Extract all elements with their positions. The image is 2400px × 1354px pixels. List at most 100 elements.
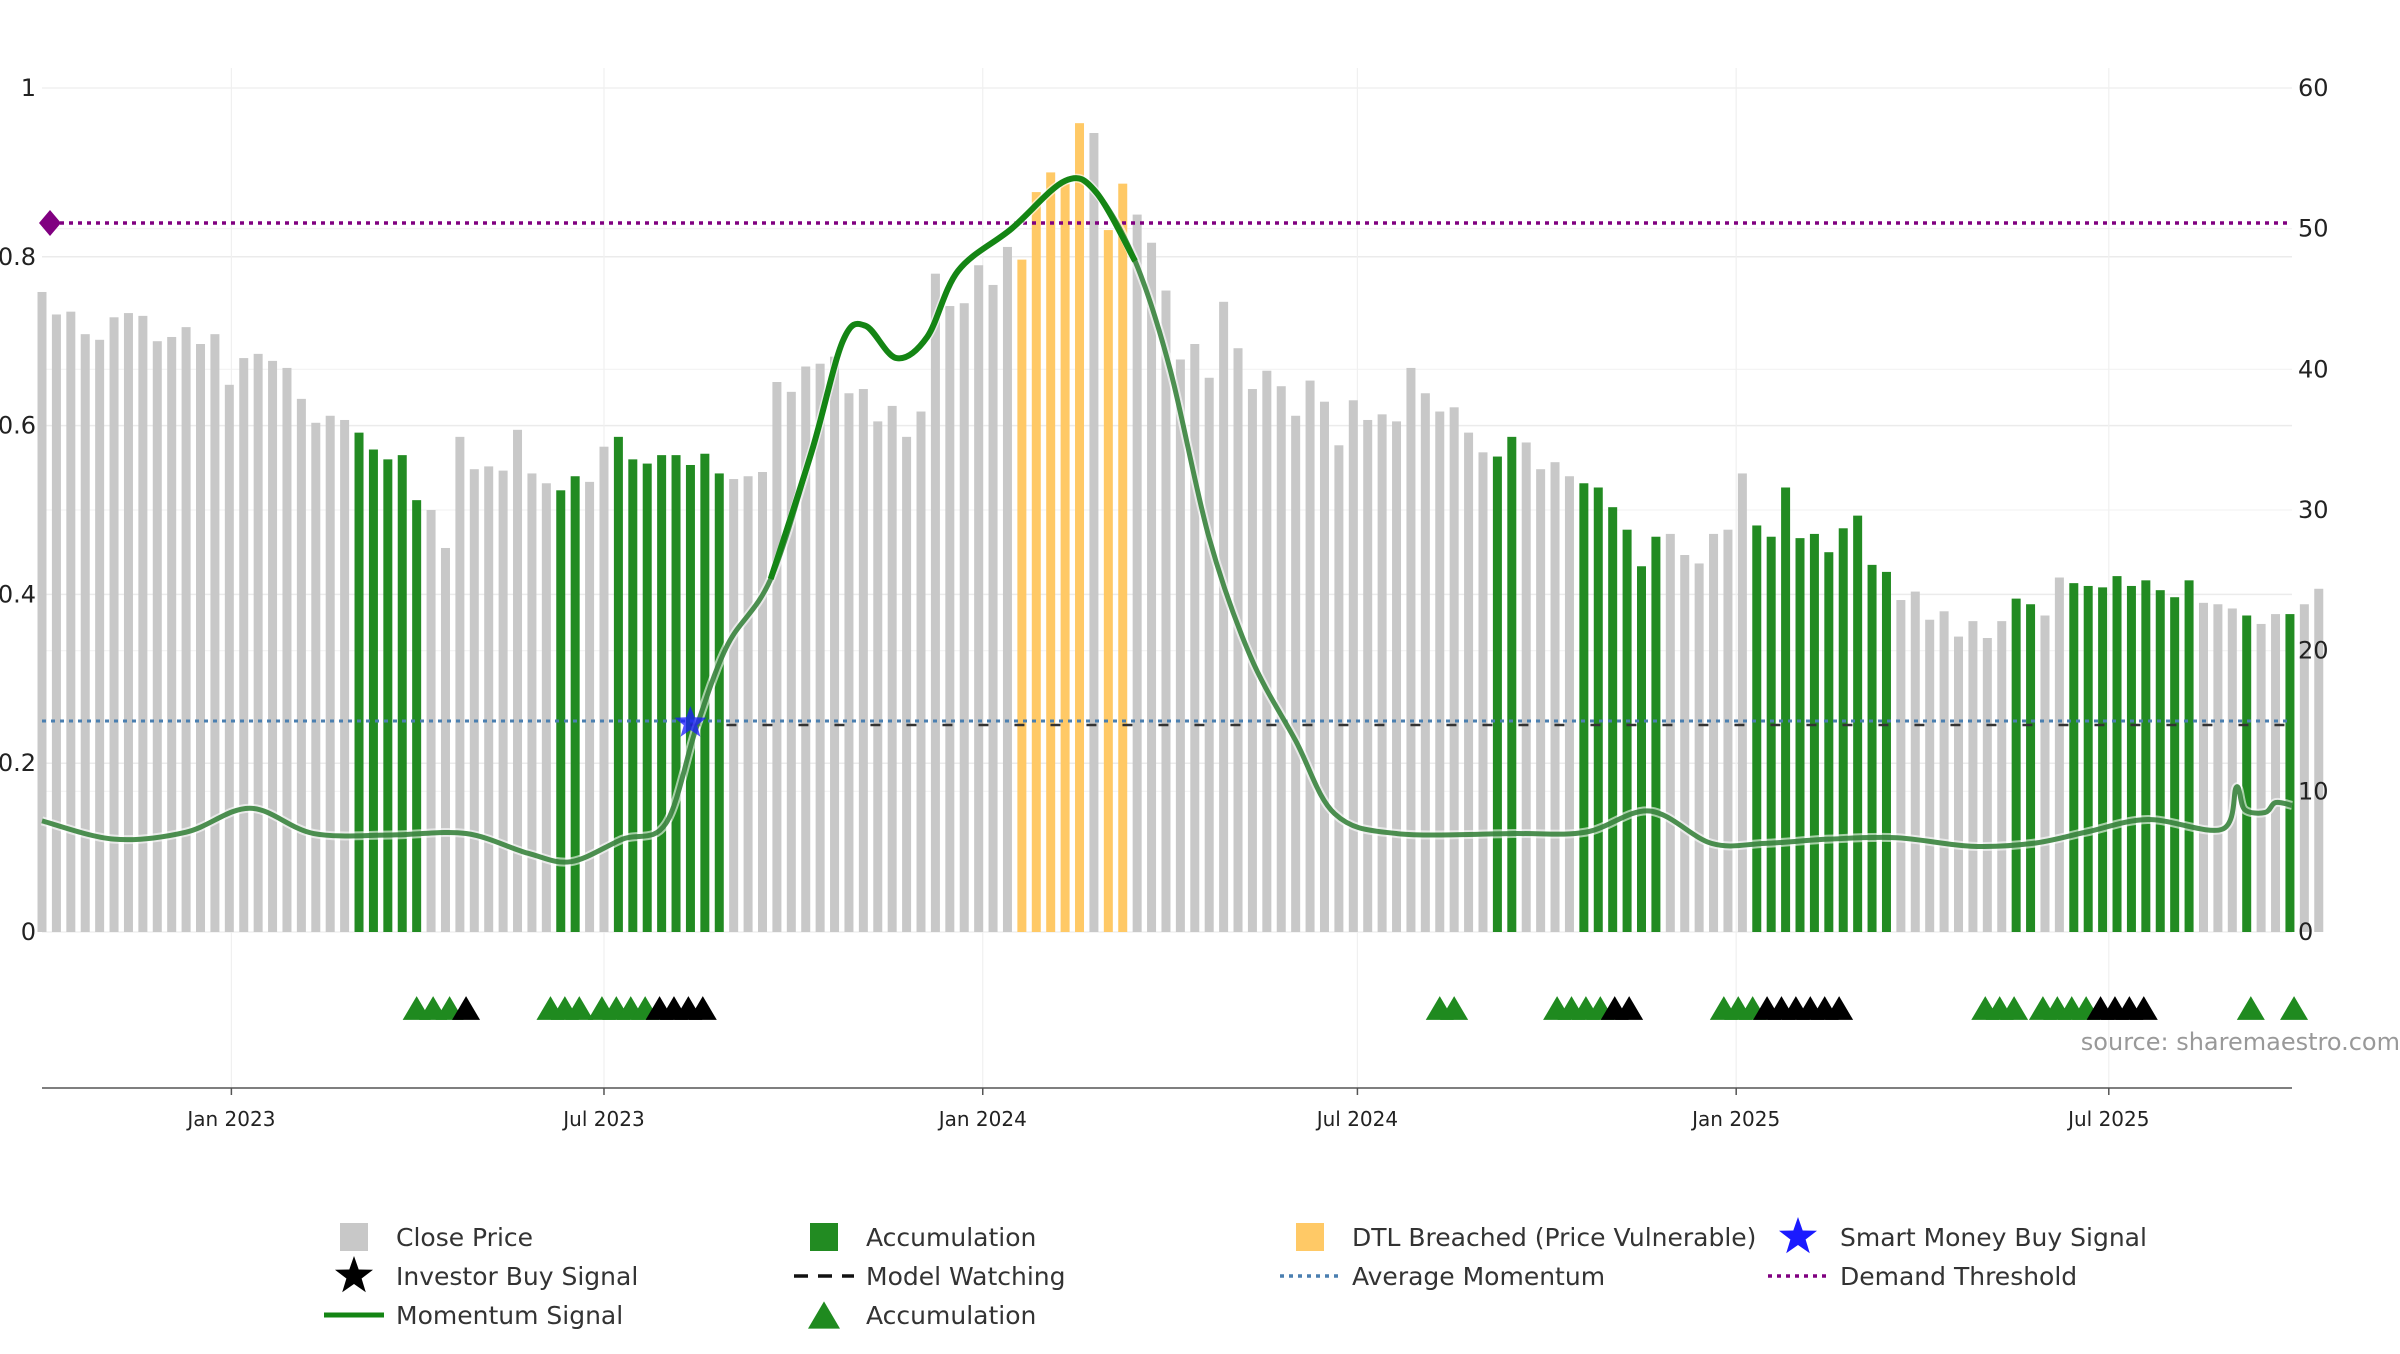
close-price-bar bbox=[224, 384, 234, 933]
close-price-bar bbox=[887, 405, 897, 932]
axes-layer: Jan 2023 Jul 2023 Jan 2024 Jul 2024 Jan 2025… bbox=[0, 74, 2329, 1131]
close-price-bar bbox=[815, 363, 825, 932]
legend-label-dtl: DTL Breached (Price Vulnerable) bbox=[1352, 1223, 1756, 1252]
accumulation-bar bbox=[2098, 587, 2108, 932]
close-price-bar bbox=[1161, 290, 1171, 932]
close-price-bar bbox=[1536, 469, 1546, 932]
close-price-bar bbox=[1175, 359, 1185, 932]
close-price-bar bbox=[1665, 533, 1675, 932]
close-price-bar bbox=[974, 265, 984, 932]
close-price-bar bbox=[1190, 344, 1200, 933]
close-price-bar bbox=[786, 391, 796, 933]
close-price-bar bbox=[210, 334, 220, 933]
close-price-bar bbox=[945, 306, 955, 932]
left-tick-label: 0.6 bbox=[0, 412, 36, 440]
legend-label-momentum: Momentum Signal bbox=[396, 1301, 623, 1330]
momentum-signal-strong bbox=[767, 175, 1138, 580]
accumulation-bar bbox=[2242, 615, 2252, 932]
bars-layer bbox=[37, 123, 2324, 933]
close-price-bar bbox=[1334, 445, 1344, 932]
legend-label-investor: Investor Buy Signal bbox=[396, 1262, 638, 1291]
close-price-bar bbox=[1348, 400, 1358, 932]
accumulation-bar bbox=[1636, 566, 1646, 932]
accumulation-bar bbox=[2285, 614, 2295, 932]
accumulation-bar bbox=[714, 473, 724, 932]
close-price-bar bbox=[440, 547, 450, 932]
accumulation-bar bbox=[2155, 590, 2165, 932]
accumulation-bar bbox=[2026, 604, 2036, 932]
dtl-breached-bar bbox=[1103, 230, 1113, 932]
accumulation-bar bbox=[570, 476, 580, 932]
smart-money-buy-star bbox=[674, 706, 707, 737]
close-price-bar bbox=[757, 472, 767, 932]
close-price-bar bbox=[138, 315, 148, 932]
legend-swatch-accum bbox=[810, 1223, 838, 1251]
accumulation-bar bbox=[2011, 598, 2021, 932]
close-price-bar bbox=[282, 367, 292, 933]
close-price-bar bbox=[2227, 608, 2237, 932]
left-tick-label: 1 bbox=[21, 74, 36, 102]
accumulation-bar bbox=[1492, 456, 1502, 932]
close-price-bar bbox=[340, 419, 350, 932]
close-price-bar bbox=[325, 415, 335, 933]
source-label: source: sharemaestro.com bbox=[2081, 1028, 2400, 1056]
close-price-bar bbox=[469, 469, 479, 932]
lines-layer bbox=[39, 173, 2294, 867]
close-price-bar bbox=[2256, 623, 2266, 932]
close-price-bar bbox=[1002, 246, 1012, 932]
close-price-bar bbox=[1968, 621, 1978, 932]
right-tick-label: 10 bbox=[2298, 777, 2329, 805]
momentum-signal-line bbox=[41, 175, 2293, 865]
close-price-bar bbox=[1363, 419, 1373, 932]
close-price-bar bbox=[1737, 473, 1747, 932]
close-price-bar bbox=[743, 476, 753, 932]
investor-buy-signal bbox=[1825, 996, 1854, 1020]
legend-label-smart: Smart Money Buy Signal bbox=[1840, 1223, 2147, 1252]
accumulation-bar bbox=[1853, 515, 1863, 932]
close-price-bar bbox=[2198, 602, 2208, 932]
right-tick-label: 30 bbox=[2298, 496, 2329, 524]
right-tick-label: 20 bbox=[2298, 637, 2329, 665]
accumulation-bar bbox=[368, 449, 378, 932]
close-price-bar bbox=[1392, 421, 1402, 932]
close-price-bar bbox=[902, 436, 912, 932]
close-price-bar bbox=[311, 422, 321, 932]
accumulation-bar bbox=[397, 455, 407, 932]
close-price-bar bbox=[1709, 533, 1719, 932]
accumulation-bar bbox=[1651, 536, 1661, 932]
close-price-bar bbox=[152, 341, 162, 932]
close-price-bar bbox=[1204, 377, 1214, 933]
legend-swatch-accum-triangle bbox=[808, 1301, 840, 1329]
close-price-bar bbox=[2040, 615, 2050, 932]
left-tick-label: 0.2 bbox=[0, 749, 36, 777]
close-price-bar bbox=[1435, 411, 1445, 932]
close-price-bar bbox=[1319, 401, 1329, 933]
close-price-bar bbox=[1305, 380, 1315, 932]
close-price-bar bbox=[1464, 432, 1474, 932]
close-price-bar bbox=[1550, 462, 1560, 932]
close-price-bar bbox=[585, 481, 595, 932]
accumulation-bar bbox=[383, 459, 393, 932]
accumulation-bar bbox=[1795, 538, 1805, 932]
legend-label-accum: Accumulation bbox=[866, 1223, 1036, 1252]
close-price-bar bbox=[1291, 415, 1301, 933]
close-price-bar bbox=[253, 353, 263, 932]
accumulation-bar bbox=[1608, 507, 1618, 932]
close-price-bar bbox=[1982, 638, 1992, 932]
close-price-bar bbox=[167, 336, 177, 933]
accumulation-bar bbox=[556, 490, 566, 932]
legend-swatch-smart bbox=[1779, 1217, 1817, 1254]
close-price-bar bbox=[1262, 370, 1272, 932]
close-price-bar bbox=[930, 273, 940, 932]
close-price-bar bbox=[2054, 577, 2064, 932]
dtl-breached-bar bbox=[1017, 259, 1027, 932]
close-price-bar bbox=[830, 356, 840, 932]
legend-label-watch: Model Watching bbox=[866, 1262, 1066, 1291]
right-tick-label: 50 bbox=[2298, 215, 2329, 243]
close-price-bar bbox=[51, 314, 61, 932]
x-tick-label: Jan 2025 bbox=[1690, 1107, 1780, 1131]
close-price-bar bbox=[1896, 600, 1906, 932]
close-price-bar bbox=[1147, 242, 1157, 932]
accumulation-bar bbox=[1809, 533, 1819, 932]
